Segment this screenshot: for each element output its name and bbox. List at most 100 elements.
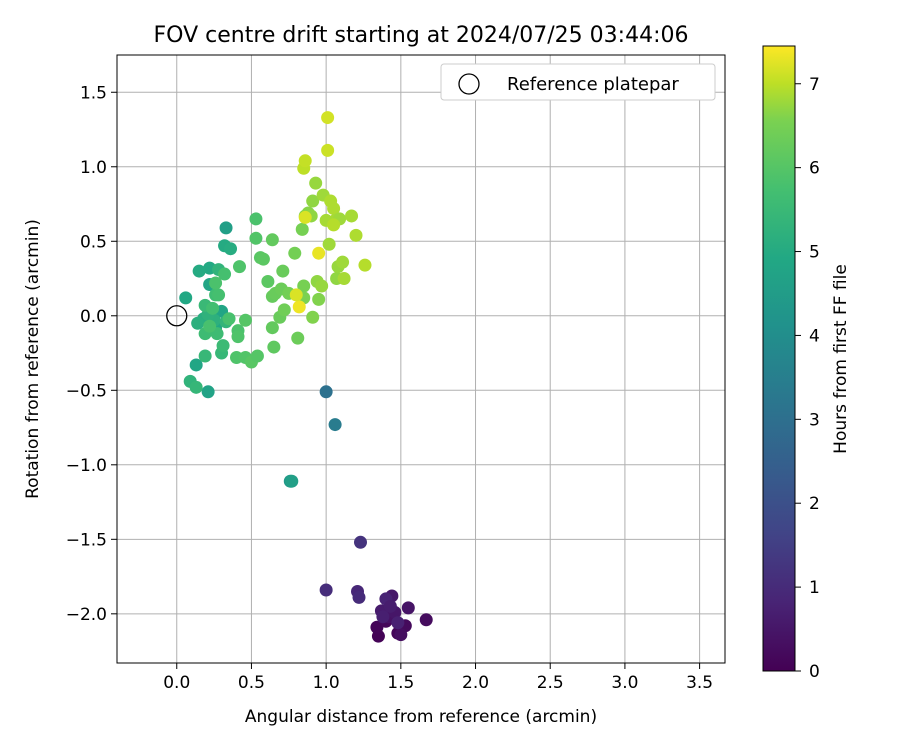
data-point [189, 358, 203, 372]
data-point [383, 599, 397, 613]
y-tick-label: 0.0 [80, 307, 107, 327]
data-point [291, 331, 305, 345]
y-tick-label: −2.0 [66, 605, 107, 625]
y-tick-label: −1.5 [66, 530, 107, 550]
data-point [250, 349, 264, 363]
data-point [198, 349, 212, 363]
data-point [309, 176, 323, 190]
data-point [179, 291, 193, 305]
data-point [206, 301, 220, 315]
colorbar-ticks: 0 1 2 3 4 5 6 7 [795, 75, 820, 682]
colorbar-tick-label: 7 [809, 75, 820, 95]
x-tick-label: 0.0 [163, 673, 190, 693]
data-point [298, 210, 312, 224]
data-points [166, 111, 433, 643]
colorbar-tick-label: 3 [809, 410, 820, 430]
data-point [224, 242, 238, 256]
colorbar-label: Hours from first FF file [831, 264, 851, 454]
data-point [419, 613, 433, 627]
data-point [277, 303, 291, 317]
data-point [401, 601, 415, 615]
data-point [292, 300, 306, 314]
data-point [201, 385, 215, 399]
y-tick-label: −1.0 [66, 456, 107, 476]
data-point [337, 272, 351, 286]
colorbar: 0 1 2 3 4 5 6 7 Hours from first FF file [762, 45, 851, 682]
x-tick-label: 2.5 [537, 673, 564, 693]
data-point [216, 339, 230, 353]
data-point [394, 628, 408, 642]
data-point [315, 279, 329, 293]
data-point [285, 474, 299, 488]
y-tick-label: 0.5 [80, 232, 107, 252]
data-point [336, 255, 350, 269]
data-point [391, 616, 405, 630]
data-point [265, 233, 279, 247]
data-point [261, 275, 275, 289]
data-point [327, 218, 341, 232]
data-point [353, 535, 367, 549]
colorbar-tick-label: 4 [809, 326, 820, 346]
reference-platepar-marker [166, 305, 188, 327]
x-tick-label: 0.5 [238, 673, 265, 693]
data-point [328, 418, 342, 432]
colorbar-tick-label: 6 [809, 159, 820, 179]
data-point [345, 209, 359, 223]
legend-label: Reference platepar [507, 74, 679, 95]
data-point [327, 201, 341, 215]
y-axis-label: Rotation from reference (arcmin) [23, 219, 43, 499]
data-point [231, 330, 245, 344]
colorbar-tick-label: 5 [809, 243, 820, 263]
data-point [219, 221, 233, 235]
data-point [230, 351, 244, 365]
colorbar-gradient [762, 45, 796, 672]
data-point [312, 246, 326, 260]
data-point [218, 267, 232, 281]
data-point [288, 246, 302, 260]
data-point [306, 194, 320, 208]
axis-ticks: 0.0 0.5 1.0 1.5 2.0 2.5 3.0 3.5 1.5 1.0 0.5 0.0 −0.5… [66, 83, 713, 693]
data-point [212, 288, 226, 302]
colorbar-tick-label: 0 [809, 662, 820, 682]
data-point [238, 313, 252, 327]
data-point [276, 264, 290, 278]
data-point [349, 228, 363, 242]
data-point [376, 610, 390, 624]
data-point [203, 319, 217, 333]
x-tick-label: 1.0 [313, 673, 340, 693]
data-point [321, 143, 335, 157]
x-axis-label: Angular distance from reference (arcmin) [245, 707, 597, 727]
legend-box [440, 63, 716, 101]
data-point [265, 321, 279, 335]
data-point [295, 222, 309, 236]
data-point [189, 380, 203, 394]
x-tick-label: 3.5 [686, 673, 713, 693]
y-tick-label: −0.5 [66, 381, 107, 401]
x-tick-label: 3.0 [611, 673, 638, 693]
data-point [209, 276, 223, 290]
data-point [321, 111, 335, 125]
data-point [298, 154, 312, 168]
data-point [319, 385, 333, 399]
colorbar-tick-label: 1 [809, 578, 820, 598]
data-point [256, 252, 270, 266]
data-point [222, 312, 236, 326]
plot-frame [116, 54, 726, 664]
x-tick-label: 2.0 [462, 673, 489, 693]
legend: Reference platepar [440, 63, 716, 101]
data-point [306, 310, 320, 324]
data-point [267, 340, 281, 354]
data-point [191, 316, 205, 330]
data-point [249, 231, 263, 245]
colorbar-tick-label: 2 [809, 494, 820, 514]
y-tick-label: 1.0 [80, 158, 107, 178]
data-point [232, 260, 246, 274]
data-point [322, 237, 336, 251]
data-point [312, 292, 326, 306]
x-tick-label: 1.5 [387, 673, 414, 693]
data-point [192, 264, 206, 278]
data-point [249, 212, 263, 226]
data-point [352, 590, 366, 604]
